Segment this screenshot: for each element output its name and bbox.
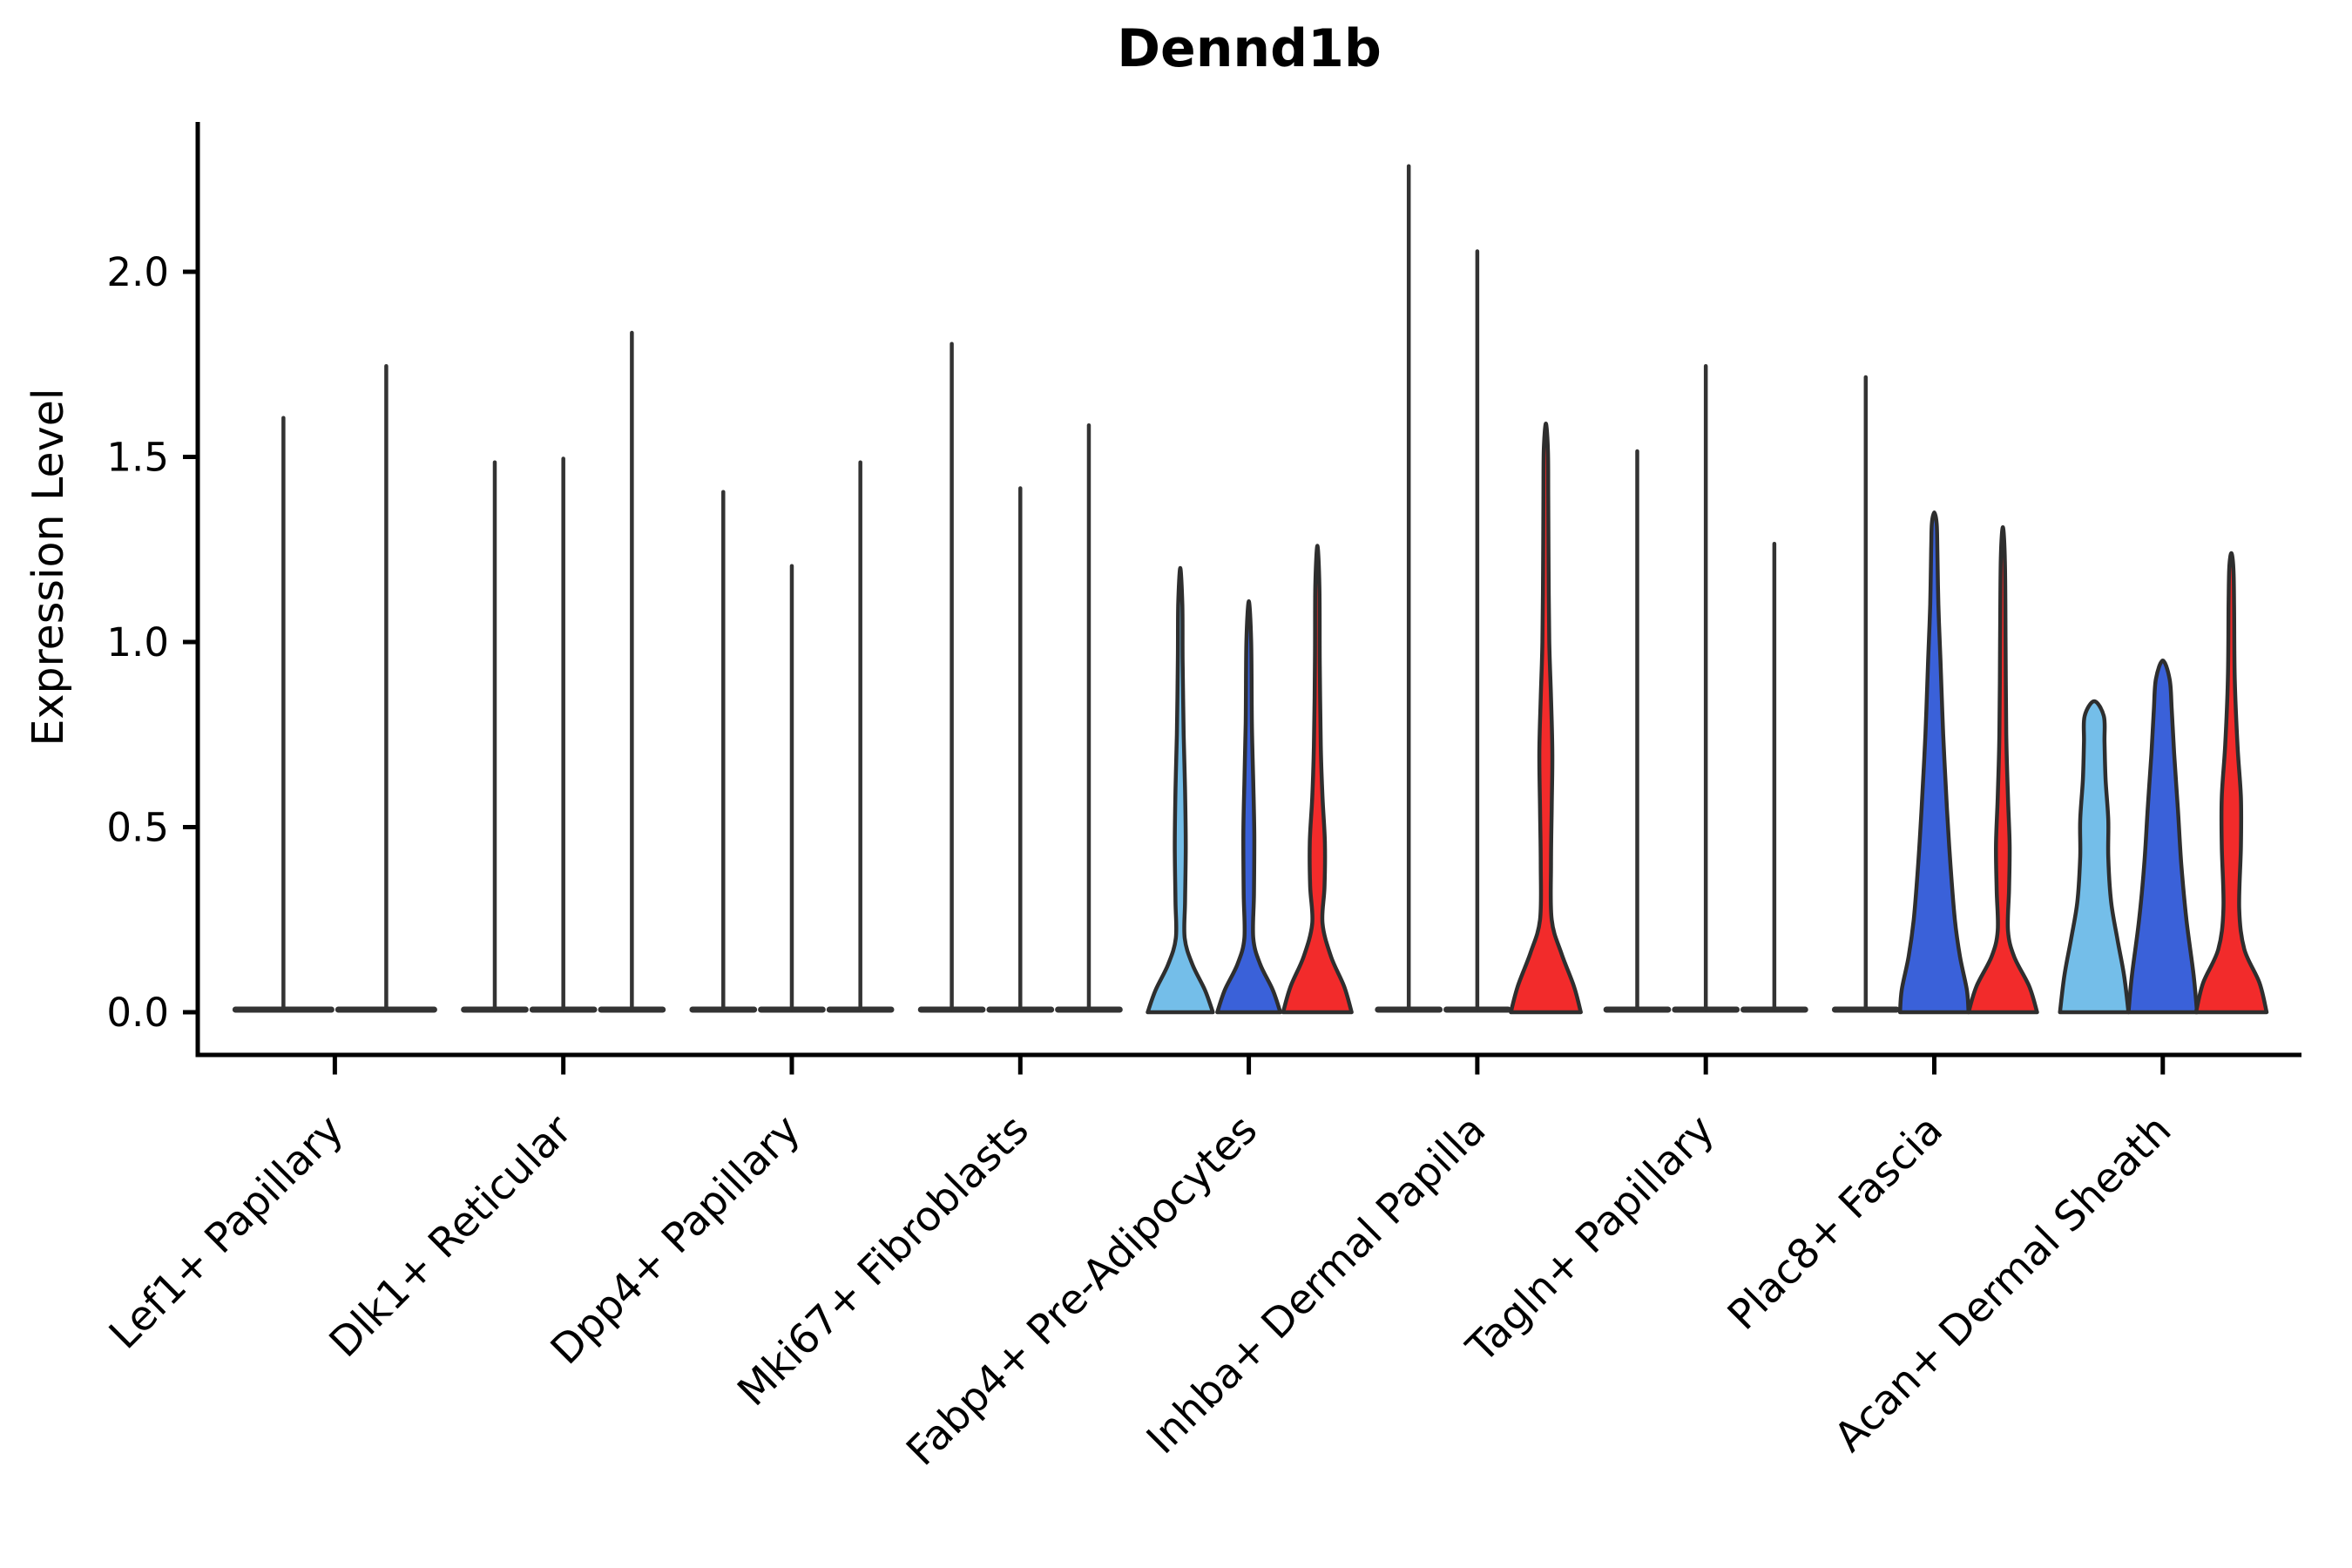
violin-body-red [2193, 551, 2269, 1015]
violin-body-red [1281, 544, 1354, 1015]
violin-body-dark_blue [1897, 510, 1971, 1015]
violin-body-red [1509, 422, 1583, 1015]
x-category-label: Dlk1+ Reticular [321, 1105, 582, 1367]
violin-body-dark_blue [2126, 659, 2200, 1015]
violin-body-dark_blue [1215, 599, 1283, 1015]
y-tick-label: 0.5 [106, 805, 169, 851]
plot-title: Dennd1b [1117, 18, 1382, 79]
x-category-label: Tagln+ Papillary [1457, 1106, 1724, 1373]
violin-body-red [1966, 525, 2039, 1015]
x-category-label: Plac8+ Fascia [1719, 1106, 1952, 1340]
x-category-label: Dpp4+ Papillary [542, 1106, 810, 1375]
y-tick-label: 0.0 [106, 990, 169, 1036]
violin-body-light_blue [2058, 699, 2131, 1015]
violins-layer [232, 164, 2269, 1015]
y-tick-label: 1.0 [106, 619, 169, 666]
y-axis-label: Expression Level [24, 389, 73, 747]
violin-body-light_blue [1146, 565, 1215, 1015]
y-tick-label: 2.0 [106, 249, 169, 295]
y-tick-label: 1.5 [106, 435, 169, 481]
x-category-label: Lef1+ Papillary [100, 1106, 353, 1359]
